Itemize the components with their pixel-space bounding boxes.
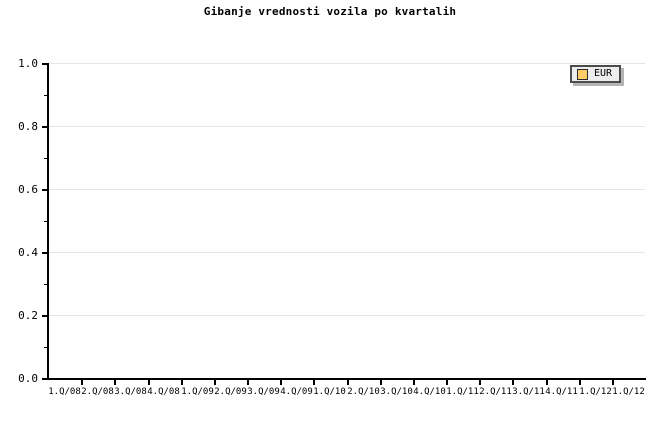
x-axis-tick-label: 3.Q/09 — [247, 387, 280, 397]
x-axis-tick-label: 1.Q/08 — [48, 387, 81, 397]
x-axis-tick-label: 2.Q/08 — [81, 387, 114, 397]
x-axis-tick-label: 4.Q/09 — [280, 387, 313, 397]
x-axis-tick-label: 3.Q/10 — [380, 387, 413, 397]
x-axis-tick — [181, 379, 183, 385]
y-axis-tick-major — [42, 126, 48, 128]
y-axis-tick-minor — [44, 221, 48, 222]
y-axis-line — [47, 63, 49, 379]
y-axis-tick-label: 0.2 — [18, 309, 38, 322]
x-axis-tick-label: 4.Q/11 — [545, 387, 578, 397]
x-axis-tick — [579, 379, 581, 385]
x-axis-tick — [446, 379, 448, 385]
legend-swatch-eur — [577, 68, 588, 80]
x-axis-tick — [380, 379, 382, 385]
grid-line — [48, 126, 645, 127]
y-axis-tick-major — [42, 189, 48, 191]
y-axis-tick-major — [42, 378, 48, 380]
y-axis-tick-label: 0.4 — [18, 246, 38, 259]
x-axis-tick — [413, 379, 415, 385]
x-axis-tick — [214, 379, 216, 385]
x-axis-tick-label: 3.Q/08 — [114, 387, 147, 397]
x-axis-tick-label: 1.Q/12 — [612, 387, 645, 397]
y-axis-tick-label: 0.0 — [18, 372, 38, 385]
x-axis-tick-label: 1.Q/11 — [446, 387, 479, 397]
grid-line — [48, 252, 645, 253]
grid-line — [48, 63, 645, 64]
plot-area — [48, 63, 645, 378]
x-axis-tick-label: 1.Q/12 — [579, 387, 612, 397]
y-axis-tick-major — [42, 252, 48, 254]
x-axis-tick-label: 2.Q/09 — [214, 387, 247, 397]
x-axis-tick — [247, 379, 249, 385]
grid-line — [48, 315, 645, 316]
x-axis-tick-label: 2.Q/10 — [347, 387, 380, 397]
y-axis-tick-minor — [44, 284, 48, 285]
x-axis-tick-label: 1.Q/10 — [313, 387, 346, 397]
x-axis-tick-label: 4.Q/10 — [413, 387, 446, 397]
chart-legend[interactable]: EUR — [570, 65, 622, 83]
chart-title: Gibanje vrednosti vozila po kvartalih — [203, 5, 457, 18]
x-axis-tick-label: 3.Q/11 — [512, 387, 545, 397]
x-axis-tick — [81, 379, 83, 385]
x-axis-tick — [479, 379, 481, 385]
plot-background — [48, 63, 645, 378]
x-axis-tick — [546, 379, 548, 385]
x-axis-tick — [114, 379, 116, 385]
y-axis-tick-label: 0.6 — [18, 183, 38, 196]
y-axis-tick-minor — [44, 95, 48, 96]
x-axis-tick — [612, 379, 614, 385]
legend-label-eur: EUR — [594, 68, 613, 79]
x-axis-tick — [313, 379, 315, 385]
x-axis-tick — [148, 379, 150, 385]
x-axis-tick — [512, 379, 514, 385]
y-axis-tick-major — [42, 63, 48, 65]
y-axis-tick-minor — [44, 158, 48, 159]
x-axis-tick-label: 4.Q/08 — [147, 387, 180, 397]
y-axis-tick-major — [42, 315, 48, 317]
y-axis-tick-label: 1.0 — [18, 57, 38, 70]
y-axis-tick-minor — [44, 347, 48, 348]
x-axis-tick — [280, 379, 282, 385]
y-axis-tick-label: 0.8 — [18, 120, 38, 133]
x-axis-tick — [347, 379, 349, 385]
x-axis-tick-label: 1.Q/09 — [181, 387, 214, 397]
grid-line — [48, 189, 645, 190]
x-axis-tick-label: 2.Q/11 — [479, 387, 512, 397]
